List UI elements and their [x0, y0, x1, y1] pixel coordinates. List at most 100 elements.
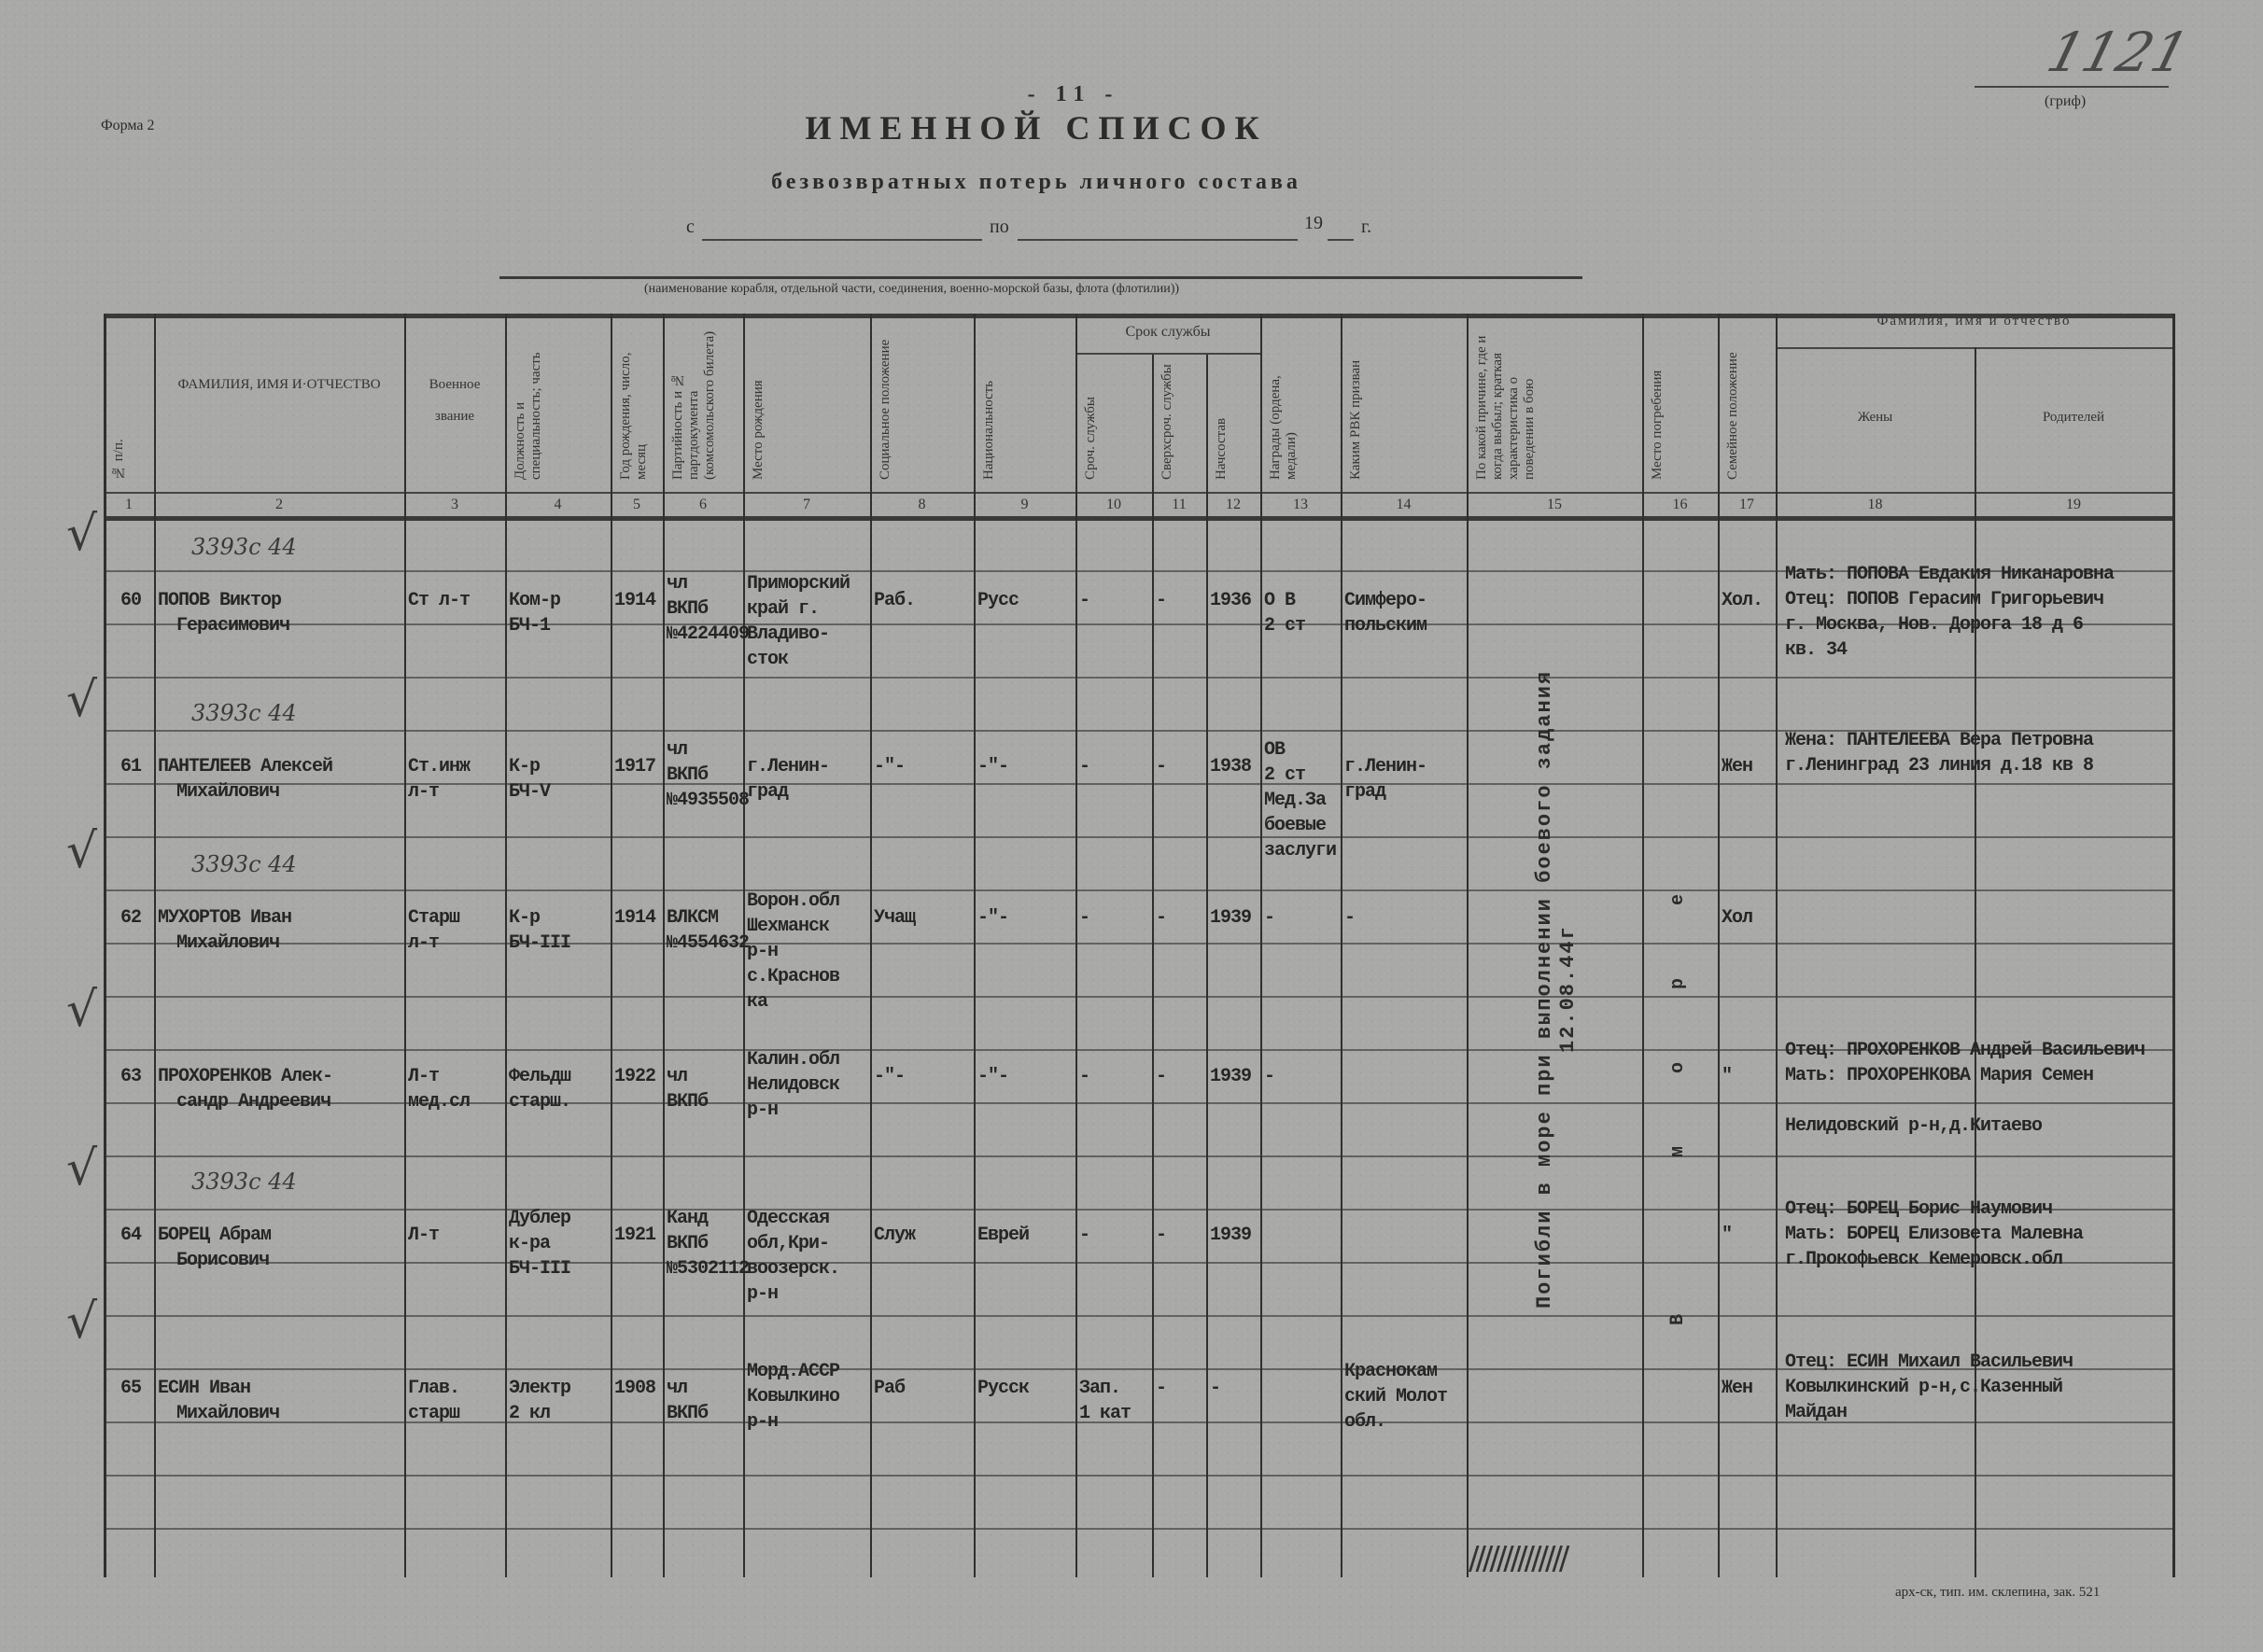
party-text: ВКПб — [667, 598, 709, 620]
row-number: 65 — [119, 1378, 142, 1399]
birthplace-text: Морд.АССР — [747, 1361, 840, 1382]
column-number: 6 — [699, 497, 707, 512]
name-text: ПРОХОРЕНКОВ Алек- — [158, 1066, 333, 1087]
awards-text: - — [1264, 1066, 1275, 1087]
period-to-line — [1018, 239, 1298, 241]
relatives-text: г. Москва, Нов. Дорога 18 д 6 — [1785, 614, 2084, 636]
family-text: Хол — [1722, 907, 1753, 929]
rvk-text: Краснокам — [1344, 1361, 1438, 1382]
column-border — [1467, 314, 1469, 1577]
term-regular-text: - — [1079, 907, 1090, 929]
birthplace-text: Нелидовск — [747, 1074, 840, 1096]
name-text: сандр Андреевич — [176, 1091, 331, 1113]
column-border — [611, 314, 612, 1577]
column-number: 7 — [803, 497, 810, 512]
relatives-text: Майдан — [1785, 1402, 1848, 1423]
party-text: ВЛКСМ — [667, 907, 719, 929]
position-text: БЧ-1 — [509, 615, 551, 637]
column-border — [505, 314, 507, 1577]
relatives-group-line — [1776, 347, 2172, 349]
period-year-line — [1328, 239, 1354, 241]
birth-text: 1914 — [614, 907, 656, 929]
rvk-text: обл. — [1344, 1411, 1386, 1433]
column-header: Сверхсроч. службы — [1160, 364, 1174, 480]
column-header: Начсостав — [1214, 417, 1229, 480]
relatives-text: Нелидовский р-н,д.Китаево — [1785, 1115, 2043, 1137]
handwritten-record-note: 3393с 44 — [191, 1169, 297, 1195]
column-border — [1075, 314, 1077, 1577]
awards-text: боевые — [1264, 815, 1327, 836]
position-text: Ком-р — [509, 590, 561, 611]
position-text: К-р — [509, 907, 541, 929]
column-border — [743, 314, 745, 1577]
column-border — [104, 314, 106, 1577]
command-text: 1939 — [1210, 1066, 1252, 1087]
birthplace-text: р-н — [747, 1283, 779, 1305]
rank-text: л-т — [408, 781, 440, 803]
term-regular-text: - — [1079, 590, 1090, 611]
awards-text: заслуги — [1264, 840, 1337, 861]
family-text: Жен — [1722, 1378, 1753, 1399]
checkmark-icon: √ — [66, 982, 98, 1038]
column-header: Родителей — [2042, 410, 2105, 425]
column-border — [1152, 355, 1154, 1577]
birthplace-text: с.Краснов — [747, 966, 840, 987]
row-number: 63 — [119, 1066, 142, 1087]
column-header: Награды (ордена, медали) — [1268, 375, 1299, 480]
nationality-text: -"- — [977, 756, 1009, 777]
party-text: чл — [667, 573, 688, 595]
checkmark-icon: √ — [66, 506, 98, 562]
relatives-text: Отец: ПРОХОРЕНКОВ Андрей Васильевич — [1785, 1040, 2145, 1061]
column-border — [1718, 314, 1720, 1577]
birth-text: 1922 — [614, 1066, 656, 1087]
social-text: -"- — [874, 756, 906, 777]
term-regular-text: 1 кат — [1079, 1403, 1132, 1424]
party-text: чл — [667, 739, 688, 761]
period-year-suffix: г. — [1361, 217, 1371, 237]
birthplace-text: сток — [747, 649, 789, 670]
rank-text: мед.сл — [408, 1091, 471, 1113]
position-text: БЧ-III — [509, 932, 571, 954]
handwritten-record-note: 3393с 44 — [191, 851, 297, 877]
column-number: 8 — [918, 497, 926, 512]
service-term-group-header: Срок службы — [1125, 324, 1211, 340]
name-text: ПАНТЕЛЕЕВ Алексей — [158, 756, 333, 777]
column-header: № п/п. — [111, 439, 126, 480]
column-number: 1 — [125, 497, 133, 512]
term-regular-text: Зап. — [1079, 1378, 1121, 1399]
term-regular-text: - — [1079, 1225, 1090, 1246]
term-extended-text: - — [1156, 756, 1167, 777]
name-text: ЕСИН Иван — [158, 1378, 251, 1399]
name-text: Михайлович — [176, 781, 280, 803]
column-border — [1341, 314, 1342, 1577]
column-border — [404, 314, 406, 1577]
checkmark-icon: √ — [66, 672, 98, 728]
column-border — [663, 314, 665, 1577]
party-text: №4554632 — [667, 932, 750, 954]
column-number: 17 — [1739, 497, 1754, 512]
column-border — [870, 314, 872, 1577]
period-to-label: по — [990, 217, 1009, 237]
awards-text: Мед.За — [1264, 790, 1327, 811]
column-header: Место погребения — [1650, 370, 1665, 480]
column-number-row-line — [104, 492, 2172, 494]
rank-text: Глав. — [408, 1378, 460, 1399]
name-text: БОРЕЦ Абрам — [158, 1225, 272, 1246]
position-text: старш. — [509, 1091, 571, 1113]
party-text: ВКПб — [667, 1403, 709, 1424]
position-text: Фельдш — [509, 1066, 571, 1087]
birthplace-text: р-н — [747, 1411, 779, 1433]
position-text: Дублер — [509, 1208, 571, 1229]
command-text: 1938 — [1210, 756, 1252, 777]
cause-of-loss-text: Погибли в море при выполнении боевого за… — [1533, 669, 1580, 1309]
checkmark-icon: √ — [66, 1294, 98, 1350]
column-number: 12 — [1226, 497, 1241, 512]
position-text: К-р — [509, 756, 541, 777]
column-border — [1206, 355, 1208, 1577]
term-regular-text: - — [1079, 1066, 1090, 1087]
document-subtitle: безвозвратных потерь личного состава — [771, 170, 1301, 194]
column-number: 11 — [1172, 497, 1187, 512]
social-text: Раб — [874, 1378, 906, 1399]
party-text: ВКПб — [667, 1233, 709, 1254]
rvk-text: польским — [1344, 615, 1427, 637]
